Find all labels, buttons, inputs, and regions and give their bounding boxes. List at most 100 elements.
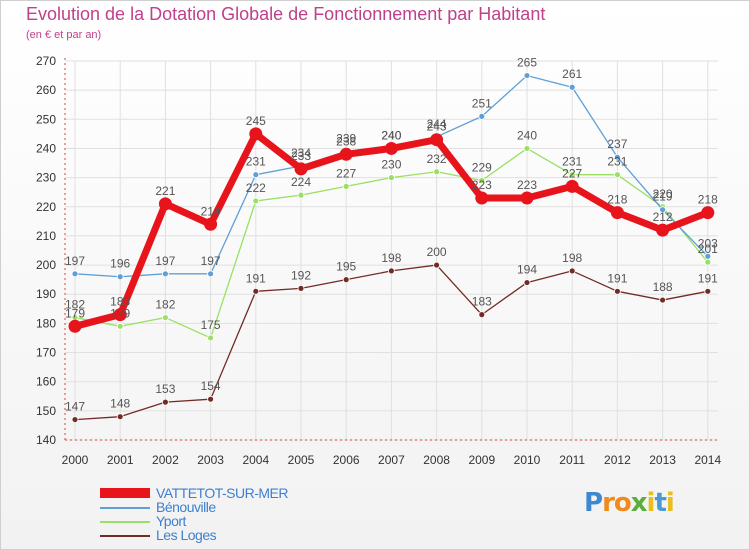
y-tick-label: 150	[36, 404, 56, 418]
y-tick-label: 220	[36, 200, 56, 214]
y-tick-label: 200	[36, 258, 56, 272]
data-label: 223	[517, 178, 537, 192]
data-label: 197	[201, 254, 221, 268]
chart-subtitle: (en € et par an)	[26, 29, 102, 41]
legend-label: Les Loges	[156, 527, 217, 543]
data-point	[659, 296, 666, 304]
data-point	[207, 334, 215, 342]
legend-label: VATTETOT-SUR-MER	[156, 485, 289, 501]
data-point	[297, 191, 305, 199]
data-label: 191	[246, 271, 266, 285]
legend-label: Yport	[156, 513, 186, 529]
data-label: 147	[65, 400, 85, 414]
data-point	[610, 206, 624, 220]
data-label: 230	[381, 158, 401, 172]
data-point	[387, 174, 395, 182]
data-point	[116, 413, 124, 421]
data-label: 218	[698, 193, 718, 207]
data-label: 218	[607, 193, 627, 207]
data-label: 237	[607, 137, 627, 151]
data-label: 232	[427, 152, 447, 166]
data-label: 221	[155, 184, 175, 198]
x-tick-label: 2001	[107, 453, 134, 467]
data-label: 182	[155, 298, 175, 312]
data-label: 231	[246, 155, 266, 169]
data-label: 244	[427, 117, 447, 131]
chart-title: Evolution de la Dotation Globale de Fonc…	[26, 4, 546, 24]
x-tick-label: 2003	[197, 453, 224, 467]
x-tick-label: 2007	[378, 453, 405, 467]
y-tick-label: 250	[36, 112, 56, 126]
x-tick-label: 2006	[333, 453, 360, 467]
data-point	[523, 145, 531, 152]
data-label: 179	[65, 306, 85, 320]
y-tick-label: 210	[36, 229, 56, 243]
data-point	[339, 147, 353, 161]
x-tick-label: 2004	[242, 453, 269, 467]
data-label: 251	[472, 96, 492, 110]
data-point	[478, 177, 486, 184]
data-label: 227	[562, 166, 582, 180]
data-label: 195	[336, 260, 356, 274]
data-point	[568, 267, 576, 275]
data-label: 240	[381, 128, 401, 142]
legend-label: Bénouville	[156, 499, 216, 515]
data-label: 239	[336, 131, 356, 145]
data-label: 212	[653, 210, 673, 224]
data-label: 240	[517, 128, 537, 142]
data-label: 240	[381, 128, 401, 142]
data-label: 233	[291, 149, 311, 163]
data-label: 197	[65, 254, 85, 268]
x-tick-label: 2005	[288, 453, 315, 467]
data-label: 196	[110, 257, 130, 271]
legend-swatch	[100, 507, 150, 509]
data-point	[704, 258, 712, 266]
data-point	[68, 319, 82, 333]
data-point	[565, 179, 579, 193]
data-label: 222	[246, 181, 266, 195]
data-label: 203	[698, 236, 718, 250]
data-label: 148	[110, 397, 130, 411]
data-point	[161, 270, 169, 278]
data-label: 175	[201, 318, 221, 332]
data-label: 229	[472, 161, 492, 175]
data-point	[433, 168, 441, 176]
data-point	[704, 287, 712, 295]
data-label: 231	[562, 155, 582, 169]
data-label: 191	[698, 271, 718, 285]
y-tick-label: 270	[36, 54, 56, 68]
data-label: 219	[653, 190, 673, 204]
data-label: 214	[201, 204, 221, 218]
data-point	[523, 279, 531, 286]
data-point	[161, 314, 169, 321]
data-point	[659, 206, 666, 214]
data-point	[158, 197, 172, 211]
data-label: 198	[562, 251, 582, 265]
data-label: 224	[291, 175, 311, 189]
data-point	[568, 171, 576, 179]
proxiti-logo: Proxiti	[584, 488, 675, 518]
data-label: 194	[517, 263, 537, 277]
data-label: 201	[698, 242, 718, 256]
data-point	[252, 287, 260, 295]
data-point	[204, 217, 218, 231]
data-label: 238	[336, 134, 356, 148]
data-point	[113, 308, 127, 322]
data-point	[656, 223, 670, 237]
data-label: 183	[472, 295, 492, 309]
data-point	[71, 270, 79, 278]
data-label: 191	[607, 271, 627, 285]
data-point	[478, 112, 486, 120]
x-tick-label: 2002	[152, 453, 179, 467]
x-tick-label: 2009	[468, 453, 495, 467]
data-point	[342, 276, 350, 284]
data-label: 188	[653, 280, 673, 294]
data-label: 183	[110, 295, 130, 309]
y-tick-label: 240	[36, 141, 56, 155]
y-tick-label: 180	[36, 316, 56, 330]
data-point	[704, 252, 712, 260]
legend-swatch	[100, 535, 150, 537]
data-label: 243	[427, 120, 447, 134]
data-point	[207, 270, 215, 278]
